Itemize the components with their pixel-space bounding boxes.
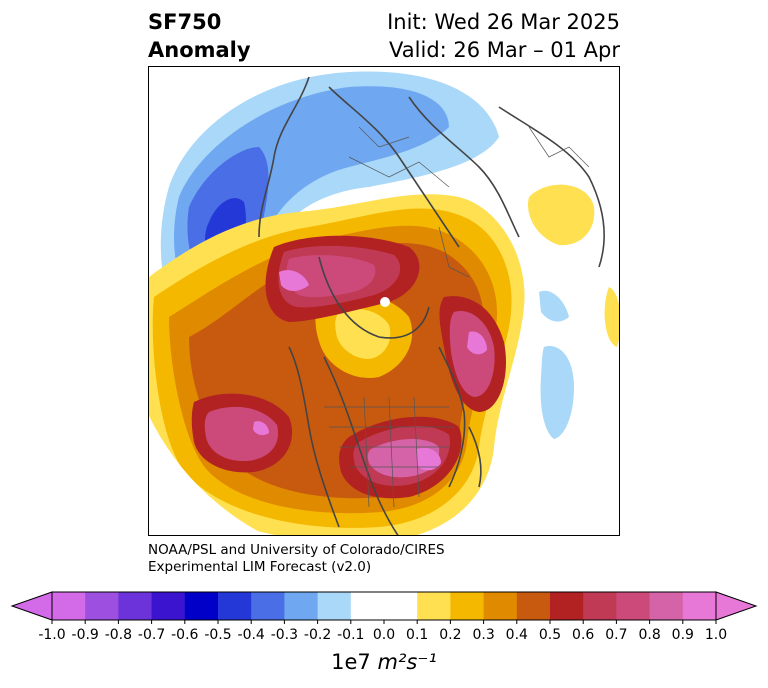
colorbar-unit-label: 1e7 m²s⁻¹ — [0, 650, 768, 674]
colorbar-tick-label: -0.8 — [104, 627, 133, 643]
credit-text: NOAA/PSL and University of Colorado/CIRE… — [148, 542, 445, 576]
colorbar-segment — [52, 592, 86, 620]
colorbar-tick-label: -0.1 — [337, 627, 365, 643]
colorbar-tick-label: 1.0 — [704, 627, 728, 643]
map-title-right: Init: Wed 26 Mar 2025 Valid: 26 Mar – 01… — [387, 8, 620, 64]
colorbar-tick-label: 0.6 — [572, 627, 595, 643]
colorbar-segment — [284, 592, 319, 620]
colorbar-tick-label: 0.0 — [372, 627, 396, 643]
init-date: Init: Wed 26 Mar 2025 — [387, 10, 620, 34]
colorbar-segment — [350, 592, 385, 620]
colorbar-tick-label: -0.3 — [270, 627, 299, 643]
colorbar-tick-label: -0.4 — [237, 627, 265, 643]
colorbar-segment — [384, 592, 418, 620]
colorbar-segment — [151, 592, 186, 620]
anomaly-label: Anomaly — [148, 38, 251, 62]
colorbar-tick-label: -1.0 — [38, 627, 66, 643]
colorbar-segment — [550, 592, 584, 620]
colorbar-tick-label: 0.7 — [605, 627, 628, 643]
colorbar-tick-label: -0.6 — [171, 627, 199, 643]
colorbar-unit: m²s⁻¹ — [377, 650, 437, 674]
colorbar-unit-base: 1e7 — [331, 650, 371, 674]
colorbar-segment — [85, 592, 119, 620]
colorbar-tick-label: -0.2 — [303, 627, 332, 643]
colorbar-tick-label: 0.5 — [538, 627, 562, 643]
colorbar-segment — [649, 592, 684, 620]
variable-name: SF750 — [148, 10, 222, 34]
colorbar-segment — [583, 592, 617, 620]
colorbar-extend-low — [10, 591, 53, 621]
positive-patch-edge — [604, 287, 619, 347]
colorbar-tick-label: 0.1 — [406, 627, 429, 643]
colorbar-tick-label: -0.5 — [204, 627, 232, 643]
colorbar-tick-label: 0.4 — [505, 627, 528, 643]
colorbar-segment — [450, 592, 485, 620]
colorbar-segment — [317, 592, 352, 620]
colorbar-tick-label: 0.9 — [671, 627, 694, 643]
colorbar-segment — [417, 592, 451, 620]
colorbar-tick-label: 0.3 — [472, 627, 495, 643]
map-canvas — [149, 67, 619, 535]
colorbar-tick-label: 0.8 — [638, 627, 661, 643]
colorbar-segment — [483, 592, 518, 620]
colorbar-extend-high — [715, 591, 758, 621]
colorbar-tick-label: -0.9 — [71, 627, 99, 643]
colorbar-segment — [516, 592, 551, 620]
colorbar-tick-label: 0.2 — [439, 627, 462, 643]
valid-range: Valid: 26 Mar – 01 Apr — [389, 38, 620, 62]
colorbar-segment — [218, 592, 252, 620]
credit-line-2: Experimental LIM Forecast (v2.0) — [148, 559, 372, 575]
colorbar-segment — [682, 592, 717, 620]
colorbar-segment — [251, 592, 285, 620]
credit-line-1: NOAA/PSL and University of Colorado/CIRE… — [148, 542, 445, 558]
anomaly-map — [148, 66, 620, 536]
colorbar-segment — [184, 592, 219, 620]
positive-patch-east — [528, 184, 595, 246]
map-title-left: SF750 Anomaly — [148, 8, 251, 64]
political-borders — [324, 126, 590, 508]
north-pole-marker — [380, 297, 390, 307]
colorbar — [10, 591, 758, 624]
colorbar-tick-label: -0.7 — [137, 627, 166, 643]
colorbar-segment — [118, 592, 153, 620]
colorbar-segment — [616, 592, 651, 620]
